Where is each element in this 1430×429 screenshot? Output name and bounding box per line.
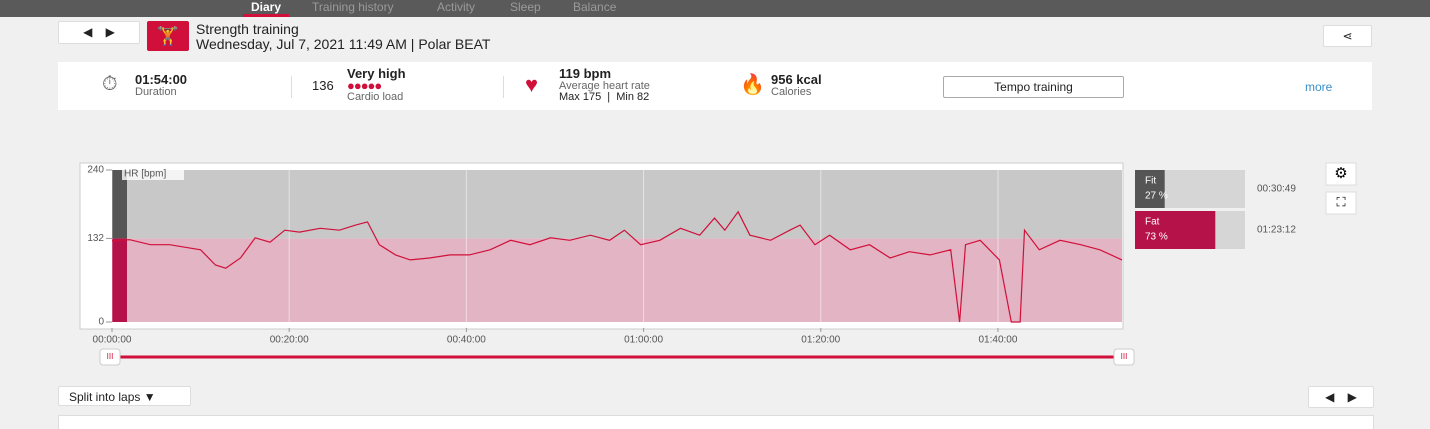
x-tick-label: 01:20:00 [801,335,840,346]
zone-band [127,238,1122,322]
heart-icon: ♥ [525,72,539,97]
prev-next[interactable]: ◀ ▶ [58,21,140,44]
y-axis-label: HR [bpm] [124,169,166,180]
x-tick-label: 01:00:00 [624,335,663,346]
summary-card [58,62,1372,110]
hr-line [111,210,1123,323]
settings-button[interactable] [1325,162,1357,186]
handle-grip: III [1121,352,1128,361]
avg-hr-label: Average heart rate [559,80,650,92]
x-tick-label: 00:20:00 [270,335,309,346]
tab[interactable]: Diary [243,0,290,17]
zone-time: 00:30:49 [1257,184,1296,195]
zone-name: Fat [1145,217,1160,228]
avg-hr: 119 bpm [559,66,612,81]
hr-range: Max 175 | Min 82 [559,91,650,103]
tab[interactable]: Training history [312,0,394,14]
cardio-level: Very high [347,66,406,81]
share-button[interactable]: ⋖ [1323,25,1372,47]
stopwatch-icon: ⏱ [102,73,118,95]
nav-bar [0,0,1430,17]
divider [291,76,292,98]
y-tick-label: 240 [87,165,104,176]
y-tick-label: 0 [98,317,104,328]
laps-label: Split into laps [69,390,141,404]
zone-name: Fit [1145,176,1156,187]
zone-strip [112,238,127,322]
x-tick-label: 01:40:00 [978,335,1017,346]
zone-bar [1135,170,1165,208]
slider-handle[interactable] [1113,348,1135,366]
y-label-bg [122,167,184,180]
x-tick-label: 00:40:00 [447,335,486,346]
fullscreen-button[interactable] [1325,191,1357,215]
sport-icon: 🏋 [147,21,189,51]
tab[interactable]: Sleep [510,0,541,14]
load-dots: ●●●●● [347,78,382,93]
y-tick-label: 132 [87,233,104,244]
zone-bar [1135,211,1216,249]
fullscreen-icon: ⛶ [1335,194,1346,209]
flame-icon: 🔥 [740,74,765,96]
subtitle: Wednesday, Jul 7, 2021 11:49 AM | Polar … [196,36,491,52]
zone-strip [112,170,127,239]
settings-icon: ⚙ [1334,165,1347,182]
zone-percent: 73 % [1145,232,1168,243]
divider [503,76,504,98]
laps-button[interactable]: Split into laps ▼ [58,386,191,406]
tab[interactable]: Activity [437,0,476,14]
laps-panel [58,415,1374,429]
handle-grip: III [107,352,114,361]
zone-percent: 27 % [1145,191,1168,202]
zone-band [127,170,1122,239]
sport-profile-button[interactable]: Tempo training [943,76,1124,98]
x-tick-label: 00:00:00 [93,335,132,346]
cardio-label: Cardio load [347,91,404,103]
tab[interactable]: Balance [573,0,617,14]
calories: 956 kcal [771,72,822,87]
calories-label: Calories [771,86,812,98]
title: Strength training [196,21,299,37]
duration: 01:54:00 [135,72,188,87]
more-link[interactable]: more [1305,80,1333,94]
slider-handle[interactable] [99,348,121,366]
lap-nav[interactable]: ◀ ▶ [1308,386,1374,408]
cardio-load: 136 [312,78,334,93]
duration-label: Duration [135,86,177,98]
zone-time: 01:23:12 [1257,225,1296,236]
